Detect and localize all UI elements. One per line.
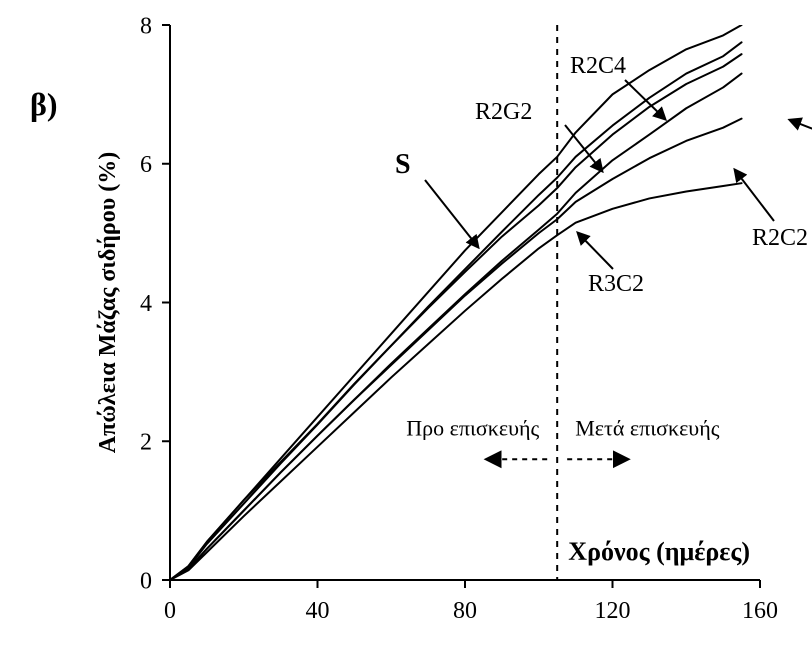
- y-axis-title: Απώλεια Μάζας σιδήρου (%): [95, 152, 121, 453]
- y-tick-label: 2: [140, 430, 152, 456]
- x-tick-label: 120: [595, 598, 631, 624]
- x-tick-label: 40: [306, 598, 330, 624]
- series-label-S: S: [395, 149, 411, 180]
- series-label-R2G2: R2G2: [475, 99, 532, 125]
- series-label-R3C2: R3C2: [588, 271, 644, 297]
- y-tick-label: 6: [140, 152, 152, 178]
- y-tick-label: 0: [140, 568, 152, 594]
- chart-svg: β) 0 40 80 120 160 0 2 4 6 8 Χρόνος (ημέρες) Απώλεια…: [0, 0, 812, 662]
- chart-container: β) 0 40 80 120 160 0 2 4 6 8 Χρόνος (ημέρες) Απώλεια…: [0, 0, 812, 662]
- post-repair-label: Μετά επισκευής: [575, 415, 720, 440]
- y-tick-label: 4: [140, 291, 152, 317]
- x-tick-label: 0: [164, 598, 176, 624]
- panel-label: β): [30, 86, 58, 122]
- x-axis-title: Χρόνος (ημέρες): [568, 537, 750, 566]
- y-tick-label: 8: [140, 13, 152, 39]
- x-tick-label: 160: [742, 598, 778, 624]
- series-label-R2C2: R2C2: [752, 225, 808, 251]
- x-tick-label: 80: [453, 598, 477, 624]
- pre-repair-label: Προ επισκευής: [406, 415, 539, 440]
- series-label-R2C4: R2C4: [570, 53, 626, 79]
